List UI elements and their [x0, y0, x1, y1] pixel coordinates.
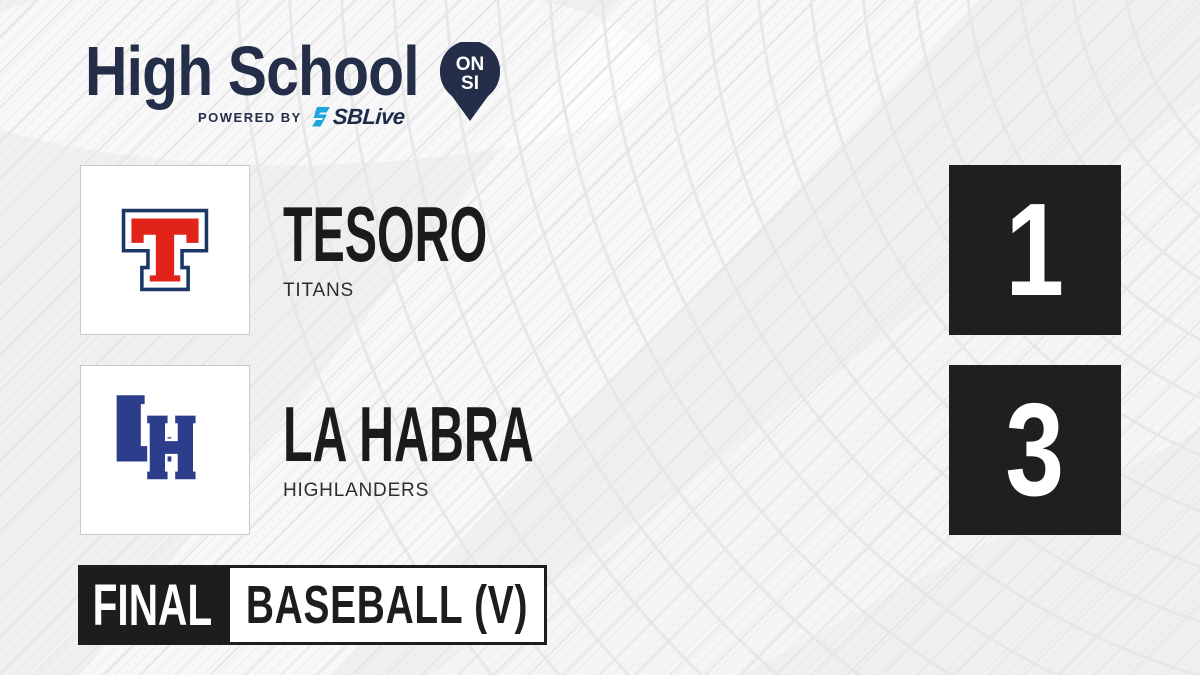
score-value: 1	[1005, 176, 1065, 323]
game-status-bar: FINAL BASEBALL (V)	[78, 565, 547, 645]
pin-text-on: ON	[456, 54, 485, 75]
team-info: LA HABRA HIGHLANDERS	[283, 390, 687, 502]
powered-by-label: POWERED BY	[198, 109, 302, 125]
team-logo-box	[80, 165, 250, 335]
team-name: LA HABRA	[283, 390, 534, 478]
team-mascot: HIGHLANDERS	[283, 480, 430, 501]
status-label: FINAL	[92, 572, 213, 638]
event-label: BASEBALL (V)	[245, 575, 529, 635]
sblive-wordmark: SBLive	[332, 104, 406, 129]
team-info: TESORO TITANS	[283, 190, 612, 302]
sport-level-badge: BASEBALL (V)	[227, 565, 547, 645]
score-box: 3	[949, 365, 1121, 535]
sblive-logo: SBLive	[311, 104, 405, 130]
sblive-s-icon	[311, 107, 330, 127]
team-logo-box	[80, 365, 250, 535]
tesoro-logo-icon	[121, 208, 209, 292]
team-name: TESORO	[283, 190, 488, 278]
team-mascot: TITANS	[283, 280, 354, 301]
score-value: 3	[1005, 376, 1065, 523]
powered-by-row: POWERED BY SBLive	[198, 104, 405, 130]
pin-text-si: SI	[461, 73, 479, 94]
score-box: 1	[949, 165, 1121, 335]
la-habra-logo-icon	[116, 395, 199, 482]
final-status-badge: FINAL	[78, 565, 227, 645]
brand-title: High School	[85, 32, 420, 110]
on-si-pin-icon: ON SI	[440, 42, 500, 121]
